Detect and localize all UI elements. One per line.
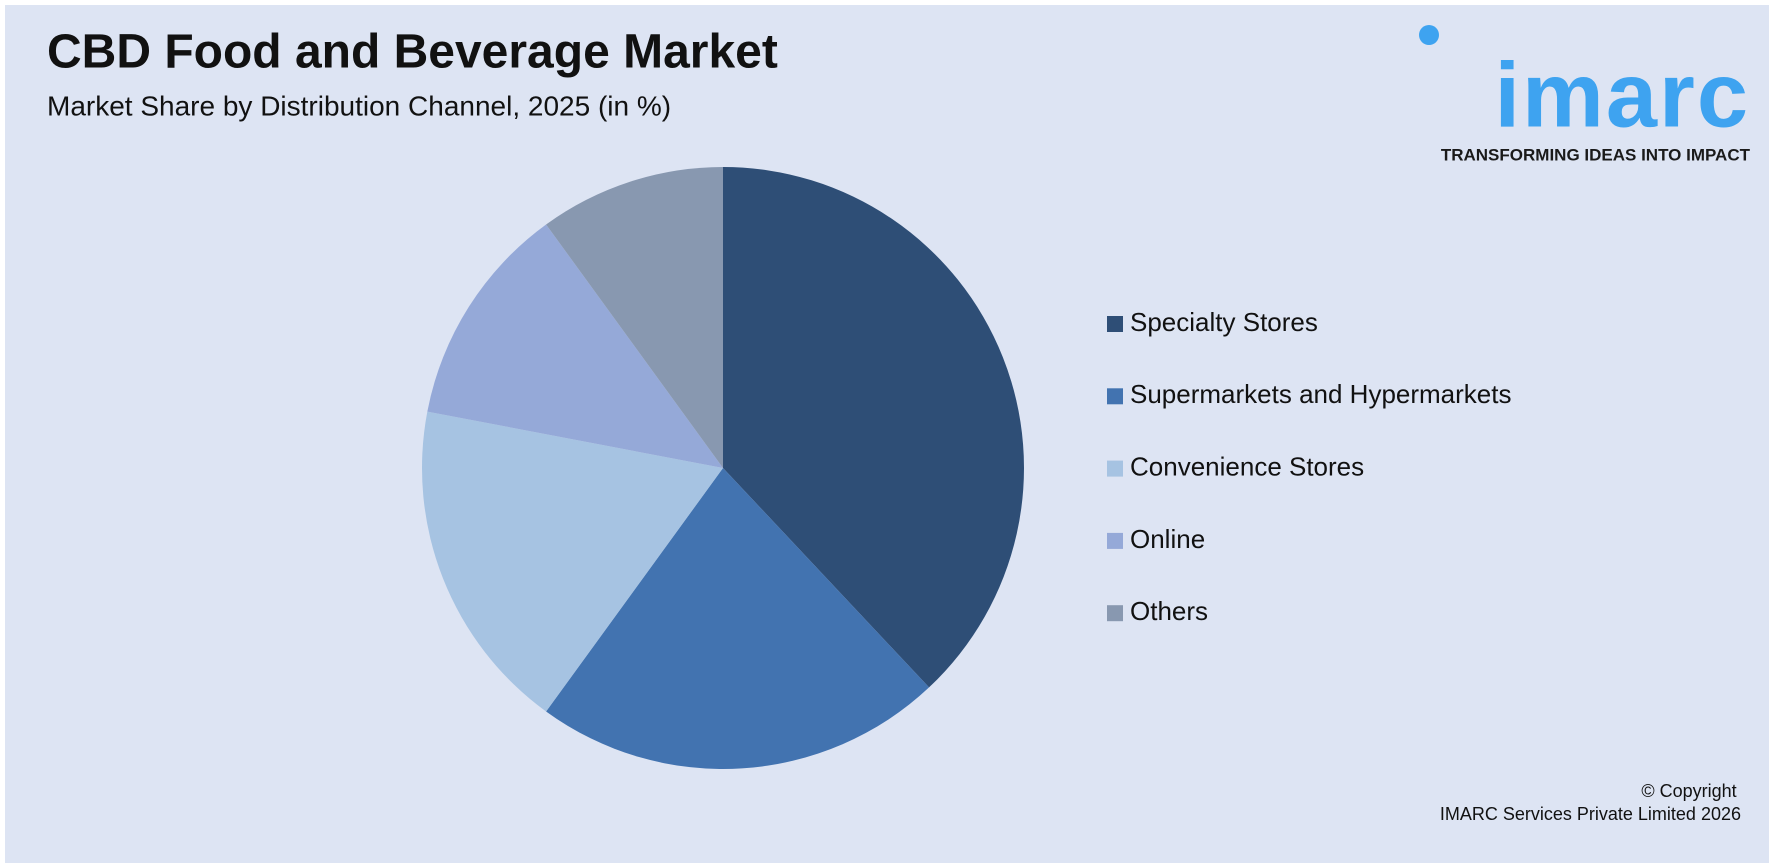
- pie-slice: [723, 167, 1024, 688]
- pie-slice: [546, 167, 723, 468]
- copyright: © Copyright: [1641, 781, 1736, 801]
- legend-label: Others: [1130, 596, 1208, 626]
- copyright: IMARC Services Private Limited 2026: [1440, 804, 1741, 824]
- chart-title: CBD Food and Beverage Market: [47, 26, 778, 79]
- pie-slice: [427, 224, 723, 468]
- legend-swatch: [1107, 316, 1123, 332]
- legend-label: Online: [1130, 524, 1205, 554]
- pie-slice: [546, 468, 930, 769]
- legend-swatch: [1107, 605, 1123, 622]
- legend-swatch: [1107, 388, 1123, 405]
- logo-tagline: TRANSFORMING IDEAS INTO IMPACT: [1441, 145, 1751, 164]
- logo-dot: [1419, 25, 1439, 45]
- legend-swatch: [1107, 532, 1123, 549]
- pie-slice: [422, 411, 723, 712]
- legend-swatch: [1107, 460, 1123, 477]
- chart-subtitle: Market Share by Distribution Channel, 20…: [47, 90, 671, 121]
- legend-label: Convenience Stores: [1130, 451, 1364, 481]
- logo-name: imarc: [1495, 44, 1751, 146]
- legend-label: Specialty Stores: [1130, 307, 1318, 337]
- legend-label: Supermarkets and Hypermarkets: [1130, 379, 1511, 409]
